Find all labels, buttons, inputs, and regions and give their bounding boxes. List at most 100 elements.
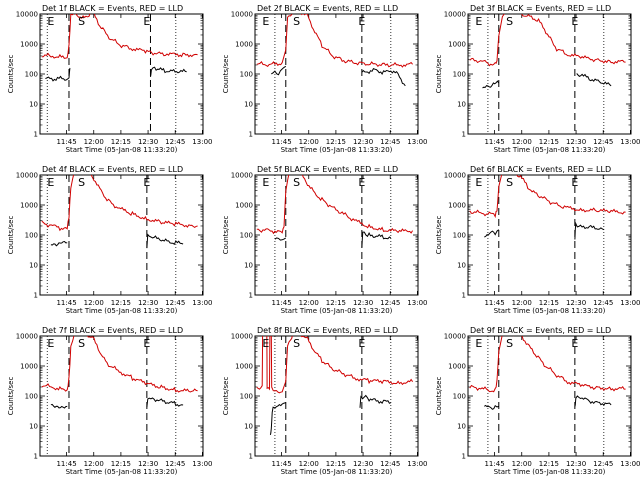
y-tick-label: 1 — [462, 131, 466, 139]
panel-det-2f: Det 2f BLACK = Events, RED = LLD 1 10 100 10… — [222, 4, 427, 154]
series-events-line — [274, 237, 287, 241]
series-events-line — [482, 80, 500, 89]
x-tick-label: 12:15 — [111, 460, 131, 468]
x-tick-label: 13:00 — [192, 138, 212, 146]
x-tick-label: 13:00 — [192, 460, 212, 468]
x-tick-label: 11:45 — [484, 460, 504, 468]
y-tick-label: 10 — [244, 101, 253, 109]
x-tick-label: 12:45 — [593, 138, 613, 146]
x-tick-label: 12:00 — [512, 460, 532, 468]
x-tick-label: 12:30 — [138, 138, 158, 146]
x-tick-label: 13:00 — [407, 299, 427, 307]
x-tick-label: 12:00 — [84, 299, 104, 307]
y-tick-label: 100 — [453, 232, 466, 240]
y-axis-label: Counts/sec — [435, 377, 443, 416]
series-events-line — [50, 240, 68, 247]
panel-title: Det 1f BLACK = Events, RED = LLD — [42, 4, 183, 13]
plot-frame — [254, 335, 419, 457]
x-tick-label: 12:15 — [111, 138, 131, 146]
x-tick-label: 12:30 — [138, 460, 158, 468]
series-events-line — [146, 397, 184, 408]
y-tick-label: 1000 — [235, 41, 253, 49]
y-tick-label: 1000 — [20, 41, 38, 49]
series-lld-line — [469, 336, 626, 393]
panel-title: Det 8f BLACK = Events, RED = LLD — [257, 326, 398, 335]
panel-title: Det 3f BLACK = Events, RED = LLD — [470, 4, 611, 13]
series-events-line — [45, 67, 71, 82]
y-tick-label: 100 — [25, 71, 38, 79]
series-lld-line — [41, 336, 198, 393]
x-tick-label: 11:45 — [56, 460, 76, 468]
y-tick-label: 1 — [34, 292, 38, 300]
y-axis-label: Counts/sec — [7, 377, 15, 416]
y-tick-label: 1000 — [448, 202, 466, 210]
x-tick-label: 11:45 — [271, 460, 291, 468]
x-tick-label: 12:15 — [539, 138, 559, 146]
y-tick-label: 1 — [249, 131, 253, 139]
phase-marker-e: E — [143, 337, 150, 350]
y-tick-label: 1 — [462, 453, 466, 461]
phase-marker-e: E — [262, 337, 269, 350]
y-axis-label: Counts/sec — [435, 216, 443, 255]
x-tick-label: 12:15 — [111, 299, 131, 307]
x-tick-label: 12:30 — [353, 460, 373, 468]
phase-marker-e: E — [47, 15, 54, 28]
y-axis-label: Counts/sec — [222, 55, 230, 94]
y-axis-label: Counts/sec — [222, 377, 230, 416]
x-tick-label: 12:15 — [326, 460, 346, 468]
y-tick-label: 10000 — [231, 172, 253, 180]
y-tick-label: 10 — [29, 262, 38, 270]
phase-marker-e: E — [571, 337, 578, 350]
phase-marker-s: S — [506, 176, 513, 189]
phase-marker-e: E — [475, 15, 482, 28]
series-lld-line — [41, 175, 198, 232]
x-tick-label: 12:30 — [353, 138, 373, 146]
y-tick-label: 1 — [34, 131, 38, 139]
x-tick-label: 12:00 — [84, 138, 104, 146]
panel-det-6f: Det 6f BLACK = Events, RED = LLD 1 10 100 10… — [435, 165, 640, 315]
y-tick-label: 1000 — [20, 363, 38, 371]
series-events-line — [576, 73, 612, 87]
panel-title: Det 2f BLACK = Events, RED = LLD — [257, 4, 398, 13]
y-axis-label: Counts/sec — [7, 55, 15, 94]
x-axis-label: Start Time (05-Jan-08 11:33:20) — [494, 468, 606, 476]
plot-frame — [39, 13, 204, 135]
x-tick-label: 13:00 — [192, 299, 212, 307]
phase-marker-e: E — [475, 176, 482, 189]
y-tick-label: 1 — [462, 292, 466, 300]
x-tick-label: 13:00 — [620, 460, 640, 468]
x-axis-label: Start Time (05-Jan-08 11:33:20) — [66, 307, 178, 315]
x-axis-label: Start Time (05-Jan-08 11:33:20) — [281, 307, 393, 315]
plot-area — [41, 175, 198, 295]
x-tick-label: 12:30 — [566, 460, 586, 468]
x-tick-label: 12:45 — [380, 460, 400, 468]
y-tick-label: 100 — [240, 393, 253, 401]
y-tick-label: 1000 — [448, 363, 466, 371]
panel-det-9f: Det 9f BLACK = Events, RED = LLD 1 10 100 10… — [435, 326, 640, 476]
series-events-line — [361, 67, 406, 87]
x-tick-label: 12:15 — [539, 460, 559, 468]
panel-det-4f: Det 4f BLACK = Events, RED = LLD 1 10 100 10… — [7, 165, 212, 315]
x-tick-label: 12:00 — [84, 460, 104, 468]
series-events-line — [269, 402, 286, 436]
x-tick-label: 12:45 — [380, 299, 400, 307]
plot-area — [41, 336, 198, 456]
x-tick-label: 12:00 — [299, 460, 319, 468]
y-tick-label: 10000 — [444, 333, 466, 341]
y-tick-label: 10 — [244, 423, 253, 431]
x-tick-label: 13:00 — [407, 138, 427, 146]
phase-marker-s: S — [293, 15, 300, 28]
phase-marker-e: E — [358, 337, 365, 350]
phase-marker-e: E — [262, 176, 269, 189]
x-tick-label: 12:15 — [326, 299, 346, 307]
series-events-line — [271, 65, 287, 76]
y-tick-label: 1 — [249, 453, 253, 461]
panel-title: Det 7f BLACK = Events, RED = LLD — [42, 326, 183, 335]
y-tick-label: 10000 — [231, 11, 253, 19]
plot-area — [469, 14, 626, 134]
plot-frame — [467, 335, 632, 457]
y-tick-label: 10000 — [444, 172, 466, 180]
plot-area — [469, 175, 626, 295]
x-tick-label: 12:00 — [299, 138, 319, 146]
series-events-line — [484, 229, 500, 238]
